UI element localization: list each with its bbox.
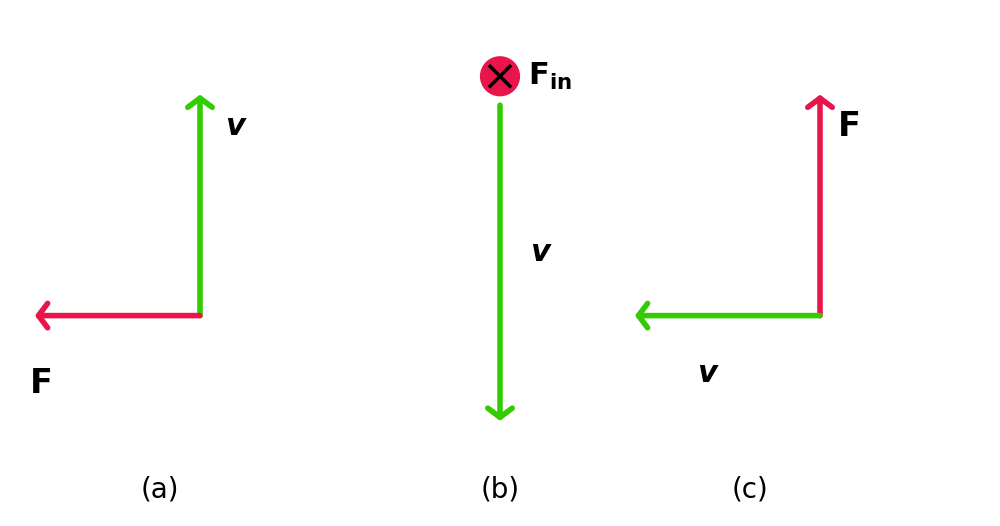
Text: (a): (a) [141,475,179,503]
Text: (b): (b) [480,475,520,503]
Text: (c): (c) [732,475,768,503]
Text: v: v [698,359,717,388]
Text: $\mathbf{F}_\mathbf{in}$: $\mathbf{F}_\mathbf{in}$ [528,60,572,92]
Ellipse shape [482,58,518,94]
Text: v: v [225,112,245,141]
Ellipse shape [483,60,517,93]
Text: F: F [838,110,861,144]
Text: F: F [30,368,53,400]
Text: v: v [530,238,550,267]
